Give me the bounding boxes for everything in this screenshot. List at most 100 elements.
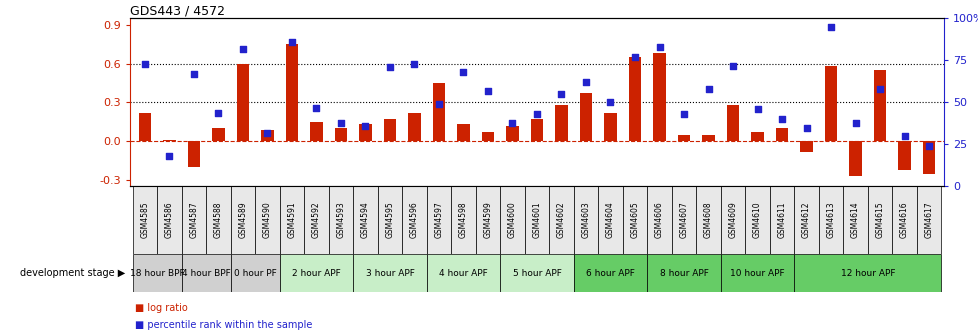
Bar [182,186,206,254]
Point [578,80,594,85]
Text: GSM4611: GSM4611 [777,202,785,238]
Text: 5 hour APF: 5 hour APF [512,268,560,278]
Bar [383,119,396,141]
Text: GSM4586: GSM4586 [164,202,174,239]
Bar [334,128,347,141]
Bar [237,64,248,141]
Point [504,120,519,125]
Point [479,88,495,93]
Point [210,110,226,115]
Point [920,143,936,149]
Point [259,130,275,135]
Bar [231,186,255,254]
Bar [573,254,646,292]
Bar [353,254,426,292]
Bar [524,186,549,254]
Bar [304,186,329,254]
Text: GSM4615: GSM4615 [874,202,884,239]
Bar [818,186,842,254]
Bar [408,113,421,141]
Point [896,133,911,139]
Text: 3 hour APF: 3 hour APF [365,268,414,278]
Text: GSM4603: GSM4603 [581,202,590,239]
Bar [891,186,915,254]
Bar [800,141,812,152]
Bar [671,186,695,254]
Bar [432,83,445,141]
Bar [628,57,641,141]
Point [651,44,667,50]
Bar [898,141,910,170]
Text: ■ log ratio: ■ log ratio [135,303,188,312]
Bar [873,70,885,141]
Bar [530,119,543,141]
Bar [506,126,518,141]
Bar [720,186,744,254]
Bar [426,186,451,254]
Text: GSM4616: GSM4616 [899,202,909,239]
Point [847,120,863,125]
Text: GSM4599: GSM4599 [483,202,492,239]
Point [186,71,201,77]
Text: GSM4589: GSM4589 [239,202,247,239]
Bar [573,186,598,254]
Point [700,86,716,92]
Bar [622,186,646,254]
Text: GSM4614: GSM4614 [850,202,859,239]
Point [455,70,470,75]
Point [676,112,691,117]
Bar [139,113,151,141]
Text: GSM4601: GSM4601 [532,202,541,239]
Bar [163,140,175,141]
Text: GSM4594: GSM4594 [361,202,370,239]
Text: 4 hour APF: 4 hour APF [439,268,487,278]
Point [528,112,544,117]
Point [774,117,789,122]
Text: GSM4587: GSM4587 [189,202,199,239]
Text: 12 hour APF: 12 hour APF [840,268,894,278]
Text: GSM4592: GSM4592 [312,202,321,239]
Bar [310,122,322,141]
Bar [231,254,280,292]
Text: GSM4596: GSM4596 [410,202,419,239]
Bar [500,254,573,292]
Text: development stage ▶: development stage ▶ [20,268,125,278]
Point [602,100,618,105]
Bar [402,186,426,254]
Text: GSM4606: GSM4606 [654,202,663,239]
Text: GSM4588: GSM4588 [214,202,223,238]
Bar [922,141,934,174]
Bar [280,254,353,292]
Bar [793,254,940,292]
Text: GSM4600: GSM4600 [508,202,516,239]
Bar [603,113,616,141]
Bar [652,53,665,141]
Bar [182,254,231,292]
Bar [359,124,372,141]
Point [381,65,397,70]
Text: GSM4609: GSM4609 [728,202,736,239]
Bar [646,254,720,292]
Bar [280,186,304,254]
Bar [701,135,714,141]
Point [627,54,643,60]
Text: GSM4604: GSM4604 [605,202,614,239]
Text: GSM4613: GSM4613 [825,202,834,239]
Bar [353,186,378,254]
Point [749,107,765,112]
Bar [726,105,738,141]
Bar [769,186,793,254]
Text: GSM4595: GSM4595 [385,202,394,239]
Bar [329,186,353,254]
Bar [457,124,469,141]
Bar [426,254,500,292]
Bar [555,105,567,141]
Bar [206,186,231,254]
Bar [751,132,763,141]
Bar [598,186,622,254]
Bar [133,186,157,254]
Point [554,91,569,97]
Point [430,101,446,107]
Text: GSM4598: GSM4598 [459,202,467,239]
Point [284,39,299,45]
